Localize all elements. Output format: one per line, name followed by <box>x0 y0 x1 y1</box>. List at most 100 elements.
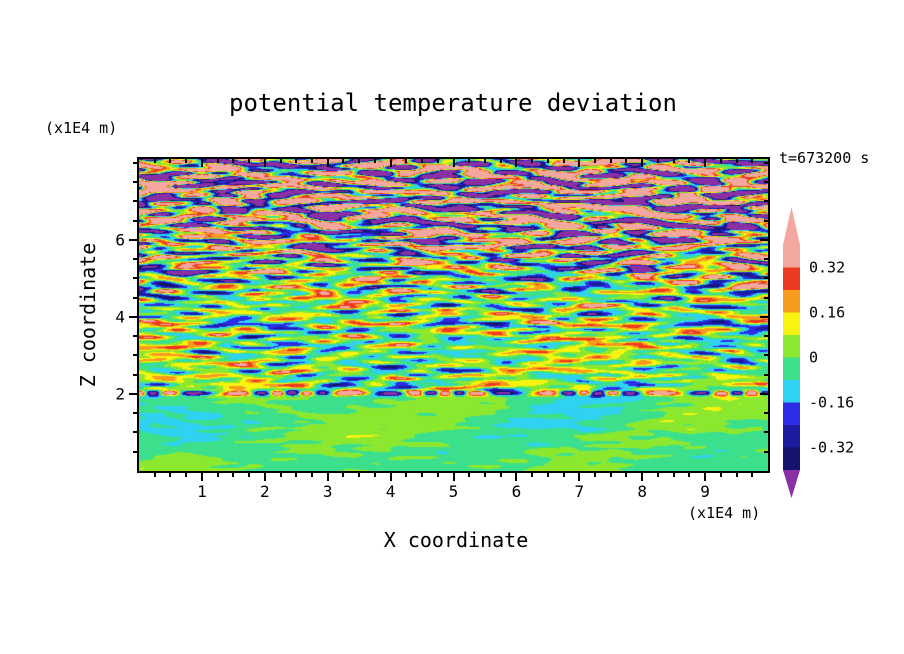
tick-mark <box>515 473 517 481</box>
tick-mark <box>169 473 171 477</box>
x-tick-label: 9 <box>700 482 710 501</box>
tick-mark <box>133 451 137 453</box>
tick-mark <box>641 473 643 481</box>
colorbar-tick-label: 0.32 <box>809 259 845 277</box>
tick-mark <box>133 297 137 299</box>
colorbar-band <box>783 245 800 268</box>
tick-mark <box>133 258 137 260</box>
tick-mark <box>764 451 768 453</box>
tick-mark <box>547 159 549 163</box>
tick-mark <box>232 159 234 163</box>
colorbar-arrow-top <box>783 207 800 245</box>
tick-mark <box>264 159 266 167</box>
tick-mark <box>374 473 376 477</box>
colorbar-band <box>783 447 800 471</box>
tick-mark <box>760 239 768 241</box>
tick-mark <box>133 162 137 164</box>
heatmap-canvas <box>139 159 768 471</box>
tick-mark <box>484 473 486 477</box>
x-tick-label: 1 <box>197 482 207 501</box>
time-annotation: t=673200 s <box>779 149 870 167</box>
tick-mark <box>736 159 738 163</box>
colorbar-band <box>783 312 800 336</box>
plot-frame <box>137 157 770 473</box>
tick-mark <box>764 354 768 356</box>
tick-mark <box>531 473 533 477</box>
tick-mark <box>133 335 137 337</box>
tick-mark <box>437 159 439 163</box>
tick-mark <box>563 473 565 477</box>
colorbar-band <box>783 380 800 403</box>
figure-title: potential temperature deviation <box>229 89 677 117</box>
tick-mark <box>547 473 549 477</box>
tick-mark <box>342 159 344 163</box>
tick-mark <box>327 473 329 481</box>
tick-mark <box>453 473 455 481</box>
tick-mark <box>515 159 517 167</box>
tick-mark <box>688 473 690 477</box>
tick-mark <box>358 159 360 163</box>
tick-mark <box>704 473 706 481</box>
tick-mark <box>437 473 439 477</box>
z-tick-label: 6 <box>115 230 125 250</box>
colorbar-tick-label: -0.32 <box>809 439 854 457</box>
tick-mark <box>764 335 768 337</box>
x-tick-label: 2 <box>259 482 270 501</box>
tick-mark <box>133 200 137 202</box>
tick-mark <box>311 159 313 163</box>
tick-mark <box>342 473 344 477</box>
x-tick-label: 4 <box>385 482 396 501</box>
x-tick-label: 3 <box>322 482 333 501</box>
tick-mark <box>217 159 219 163</box>
tick-mark <box>248 159 250 163</box>
colorbar-tick-label: 0 <box>809 349 818 367</box>
tick-mark <box>563 159 565 163</box>
tick-mark <box>578 159 580 167</box>
tick-mark <box>500 473 502 477</box>
tick-mark <box>201 159 203 167</box>
tick-mark <box>610 473 612 477</box>
x-axis-title: X coordinate <box>383 528 529 552</box>
tick-mark <box>133 431 137 433</box>
tick-mark <box>129 316 137 318</box>
z-tick-label: 2 <box>115 384 125 404</box>
colorbar-band <box>783 402 800 426</box>
tick-mark <box>500 159 502 163</box>
tick-mark <box>764 297 768 299</box>
tick-mark <box>531 159 533 163</box>
tick-mark <box>736 473 738 477</box>
tick-mark <box>133 412 137 414</box>
tick-mark <box>751 159 753 163</box>
tick-mark <box>760 316 768 318</box>
tick-mark <box>468 473 470 477</box>
tick-mark <box>657 159 659 163</box>
tick-mark <box>764 277 768 279</box>
tick-mark <box>154 473 156 477</box>
tick-mark <box>720 159 722 163</box>
tick-mark <box>688 159 690 163</box>
tick-mark <box>133 181 137 183</box>
colorbar-band <box>783 357 800 381</box>
tick-mark <box>358 473 360 477</box>
colorbar-tick-label: -0.16 <box>809 394 854 412</box>
tick-mark <box>133 374 137 376</box>
colorbar-tick-label: 0.16 <box>809 304 845 322</box>
tick-mark <box>673 473 675 477</box>
x-tick-label: 8 <box>637 482 648 501</box>
x-tick-label: 7 <box>574 482 585 501</box>
tick-mark <box>751 473 753 477</box>
tick-mark <box>374 159 376 163</box>
tick-mark <box>280 159 282 163</box>
colorbar-band <box>783 290 800 313</box>
tick-mark <box>280 473 282 477</box>
tick-mark <box>764 181 768 183</box>
tick-mark <box>764 220 768 222</box>
tick-mark <box>453 159 455 167</box>
tick-mark <box>468 159 470 163</box>
tick-mark <box>129 393 137 395</box>
x-axis-units-label: (x1E4 m) <box>688 504 761 522</box>
x-tick-label: 5 <box>448 482 459 501</box>
tick-mark <box>594 473 596 477</box>
z-axis-units-label: (x1E4 m) <box>45 119 118 137</box>
